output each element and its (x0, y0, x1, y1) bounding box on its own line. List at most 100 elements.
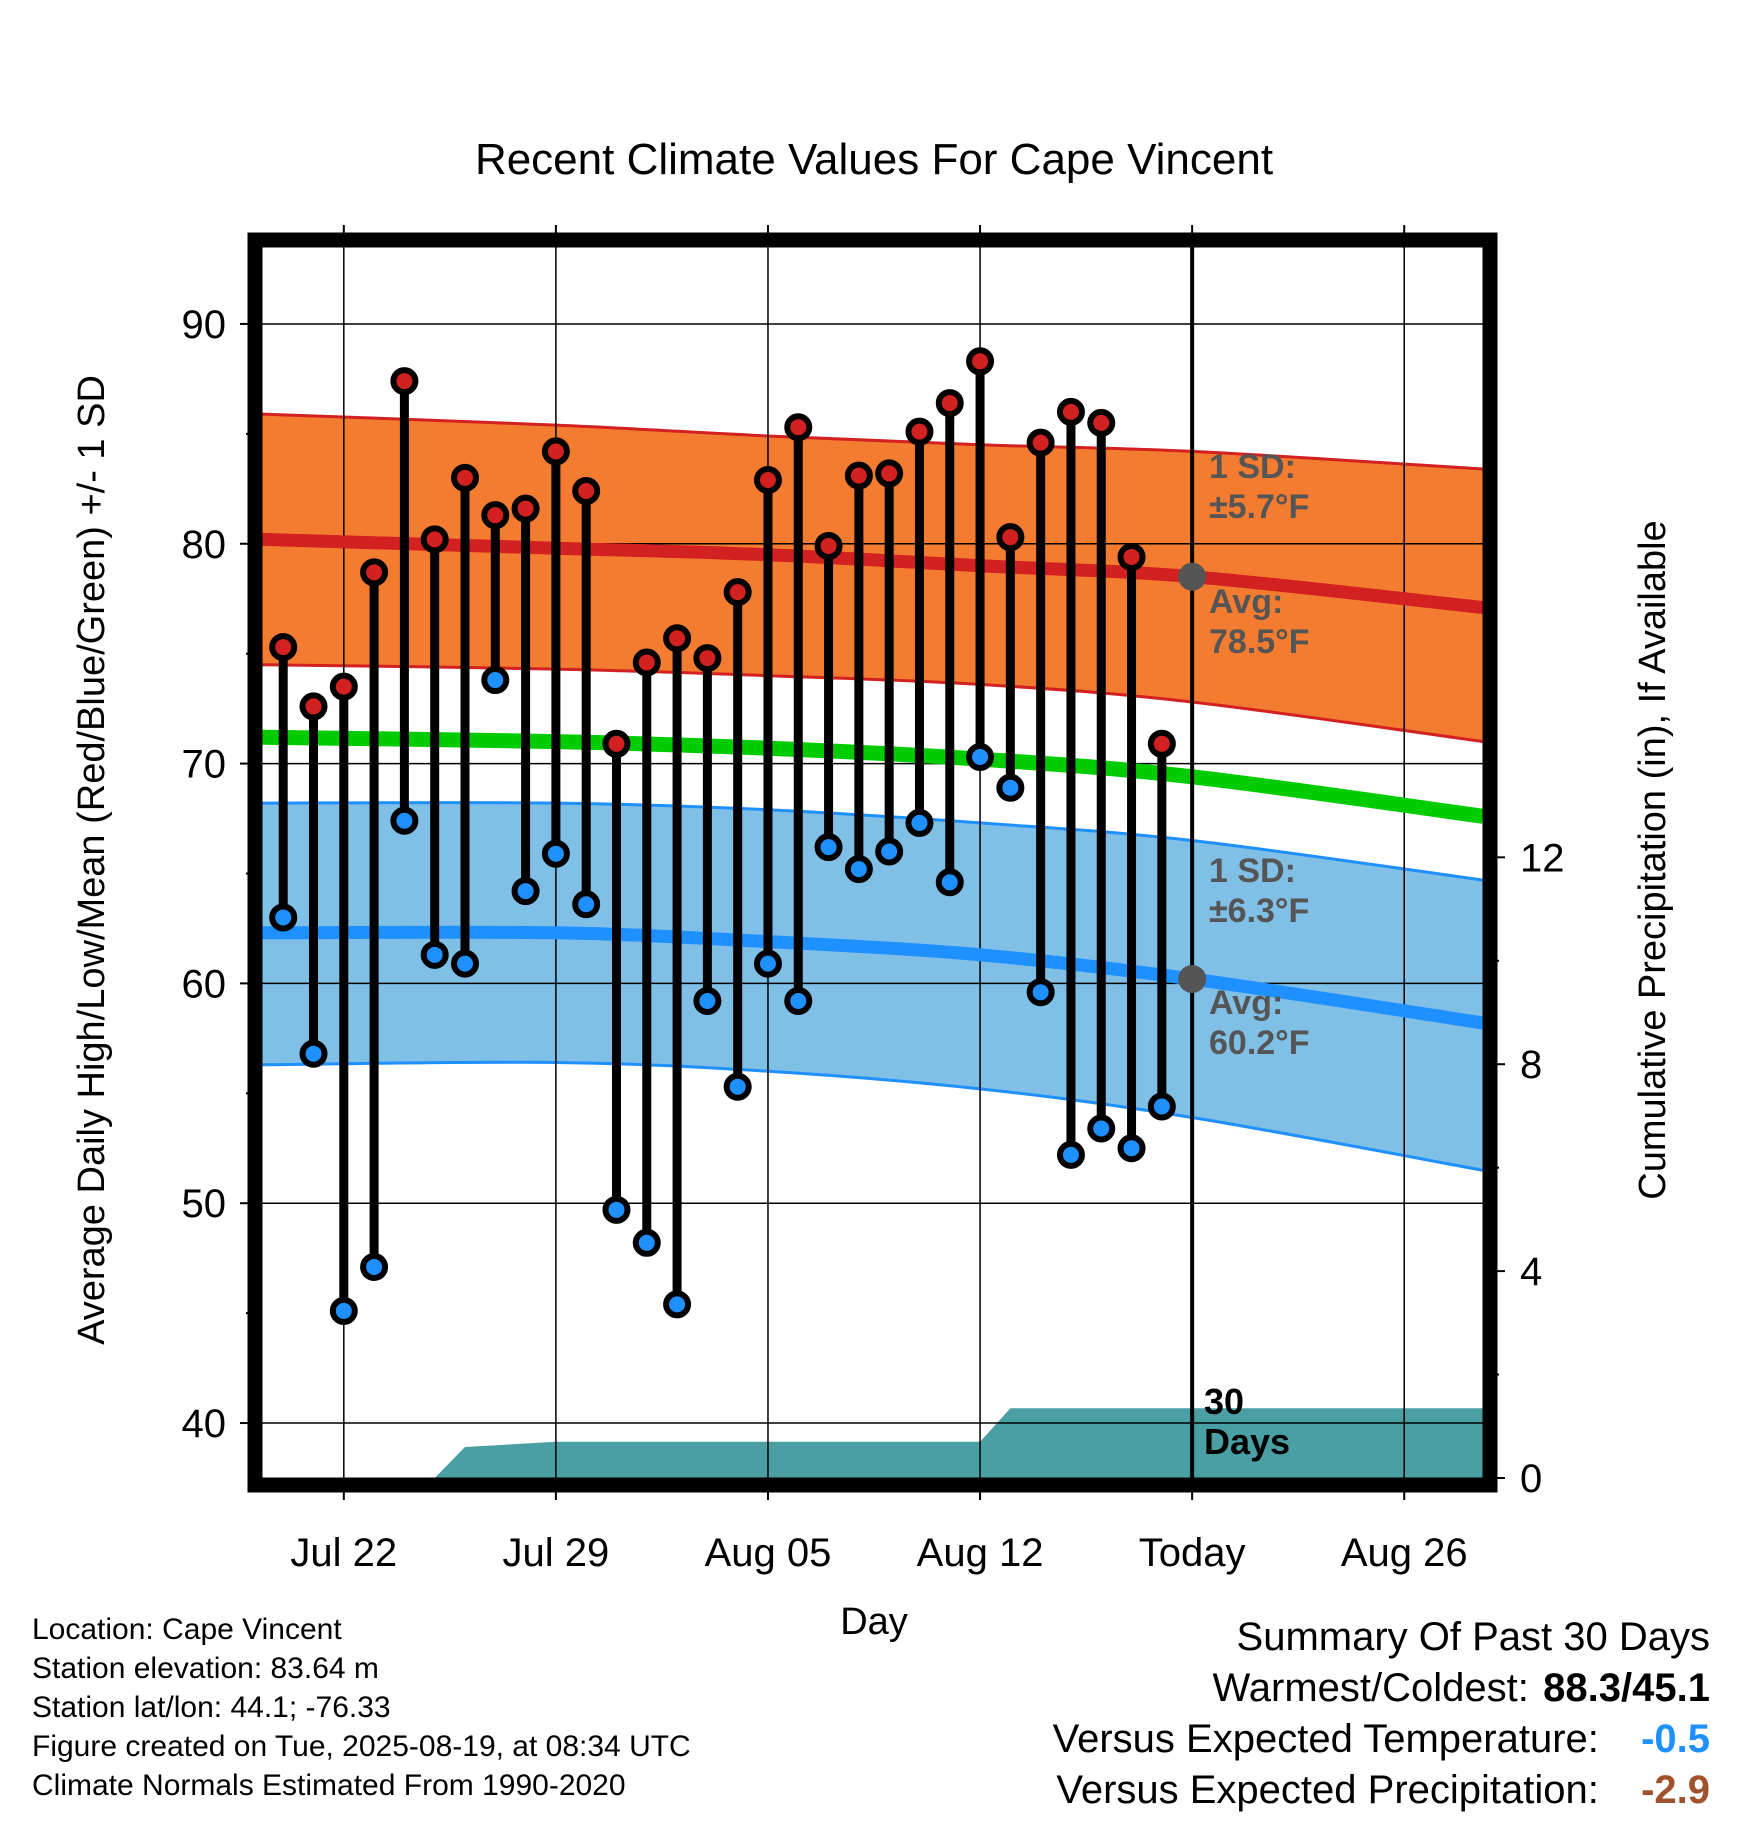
plot-content (262, 247, 1483, 1478)
daily-high-point (390, 367, 419, 396)
daily-high-point (511, 494, 540, 523)
y2-tick-label: 0 (1520, 1457, 1542, 1501)
daily-low-point (753, 949, 782, 978)
location-text: Location: Cape Vincent (32, 1613, 342, 1646)
y2-tick-label: 4 (1520, 1250, 1542, 1294)
daily-high-point (905, 417, 934, 446)
daily-high-point (450, 463, 479, 492)
daily-low-point (996, 773, 1025, 802)
daily-high-point (753, 466, 782, 495)
daily-high-point (269, 633, 298, 662)
elevation-text: Station elevation: 83.64 m (32, 1652, 379, 1685)
summary-warmest-coldest: Warmest/Coldest: 88.3/45.1 (1053, 1663, 1711, 1714)
daily-low-point (1026, 978, 1055, 1007)
daily-low-point (329, 1296, 358, 1325)
daily-low-point (572, 890, 601, 919)
y-tick-label: 60 (182, 962, 227, 1006)
temp-value: -0.5 (1641, 1717, 1710, 1761)
daily-high-point (1147, 729, 1176, 758)
daily-low-point (1147, 1092, 1176, 1121)
daily-low-point (905, 808, 934, 837)
axes: 40 50 60 70 80 90 0 4 8 12 Jul 22 Jul 29 Aug 05 Aug 1… (182, 225, 1565, 1575)
daily-low-point (420, 940, 449, 969)
daily-low-point (360, 1252, 389, 1281)
daily-low-point (935, 868, 964, 897)
x-tick-label: Aug 26 (1341, 1531, 1468, 1575)
precip-label: Versus Expected Precipitation: (1056, 1768, 1599, 1812)
low-lower-edge (262, 1060, 1483, 1172)
daily-high-point (966, 347, 995, 376)
daily-low-point (723, 1072, 752, 1101)
daily-low-point (632, 1228, 661, 1257)
x-tick-label: Jul 29 (503, 1531, 610, 1575)
days-label: Days (1204, 1421, 1290, 1462)
created-text: Figure created on Tue, 2025-08-19, at 08… (32, 1730, 691, 1763)
x-tick-label: Aug 05 (705, 1531, 832, 1575)
low-sd-label: 1 SD: (1209, 852, 1296, 890)
daily-low-point (511, 877, 540, 906)
plot-frame (247, 232, 1498, 1493)
y-tick-label: 80 (182, 523, 227, 567)
daily-high-point (360, 558, 389, 587)
temp-label: Versus Expected Temperature: (1052, 1717, 1599, 1761)
station-info: Location: Cape Vincent Station elevation… (32, 1610, 691, 1805)
daily-high-point (420, 525, 449, 554)
daily-high-point (1117, 542, 1146, 571)
daily-low-point (541, 839, 570, 868)
x-axis-label: Day (840, 1601, 908, 1643)
high-sd-label: 1 SD: (1209, 448, 1296, 486)
daily-high-point (541, 437, 570, 466)
y2-tick-label: 8 (1520, 1043, 1542, 1087)
daily-high-point (1056, 397, 1085, 426)
low-avg-label: 60.2°F (1209, 1024, 1310, 1062)
y-tick-label: 90 (182, 303, 227, 347)
precipitation-area (262, 1408, 1483, 1478)
daily-low-point (663, 1290, 692, 1319)
daily-high-point (935, 389, 964, 418)
daily-high-point (602, 729, 631, 758)
low-sd-label: ±6.3°F (1209, 892, 1309, 930)
daily-high-point (663, 624, 692, 653)
y-axis-label: Average Daily High/Low/Mean (Red/Blue/Gr… (71, 375, 113, 1345)
daily-low-point (481, 666, 510, 695)
daily-high-point (844, 461, 873, 490)
daily-low-point (1087, 1114, 1116, 1143)
low-normal-line (262, 925, 1483, 1030)
high-avg-label: Avg: (1209, 583, 1283, 621)
y2-axis-label: Cumulative Precipitation (in), If Availa… (1632, 520, 1674, 1199)
summary-panel: Summary Of Past 30 Days Warmest/Coldest:… (1053, 1612, 1710, 1816)
days-label: 30 (1204, 1381, 1244, 1422)
daily-high-point (299, 692, 328, 721)
low-upper-edge (262, 801, 1483, 882)
chart-title: Recent Climate Values For Cape Vincent (475, 135, 1273, 184)
high-avg-label: 78.5°F (1209, 623, 1310, 661)
daily-low-point (693, 986, 722, 1015)
warmest-coldest-label: Warmest/Coldest: (1212, 1666, 1529, 1710)
daily-high-point (814, 531, 843, 560)
daily-low-point (390, 806, 419, 835)
high-upper-edge (262, 412, 1483, 471)
today-low-normal-point (1178, 965, 1207, 994)
warmest-coldest-value: 88.3/45.1 (1543, 1666, 1710, 1710)
summary-temperature: Versus Expected Temperature: -0.5 (1053, 1714, 1710, 1765)
daily-low-point (1117, 1134, 1146, 1163)
daily-high-point (693, 644, 722, 673)
x-tick-label: Jul 22 (290, 1531, 397, 1575)
daily-low-point (299, 1039, 328, 1068)
daily-high-point (572, 477, 601, 506)
daily-low-point (269, 903, 298, 932)
daily-high-point (875, 459, 904, 488)
daily-low-point (1056, 1140, 1085, 1169)
daily-low-point (450, 949, 479, 978)
low-avg-label: Avg: (1209, 984, 1283, 1022)
summary-precipitation: Versus Expected Precipitation: -2.9 (1053, 1765, 1710, 1816)
daily-high-point (329, 672, 358, 701)
latlon-text: Station lat/lon: 44.1; -76.33 (32, 1691, 391, 1724)
daily-low-point (814, 833, 843, 862)
low-sd-band (262, 802, 1483, 1171)
daily-high-point (1026, 428, 1055, 457)
y-tick-label: 40 (182, 1402, 227, 1446)
daily-high-point (996, 523, 1025, 552)
